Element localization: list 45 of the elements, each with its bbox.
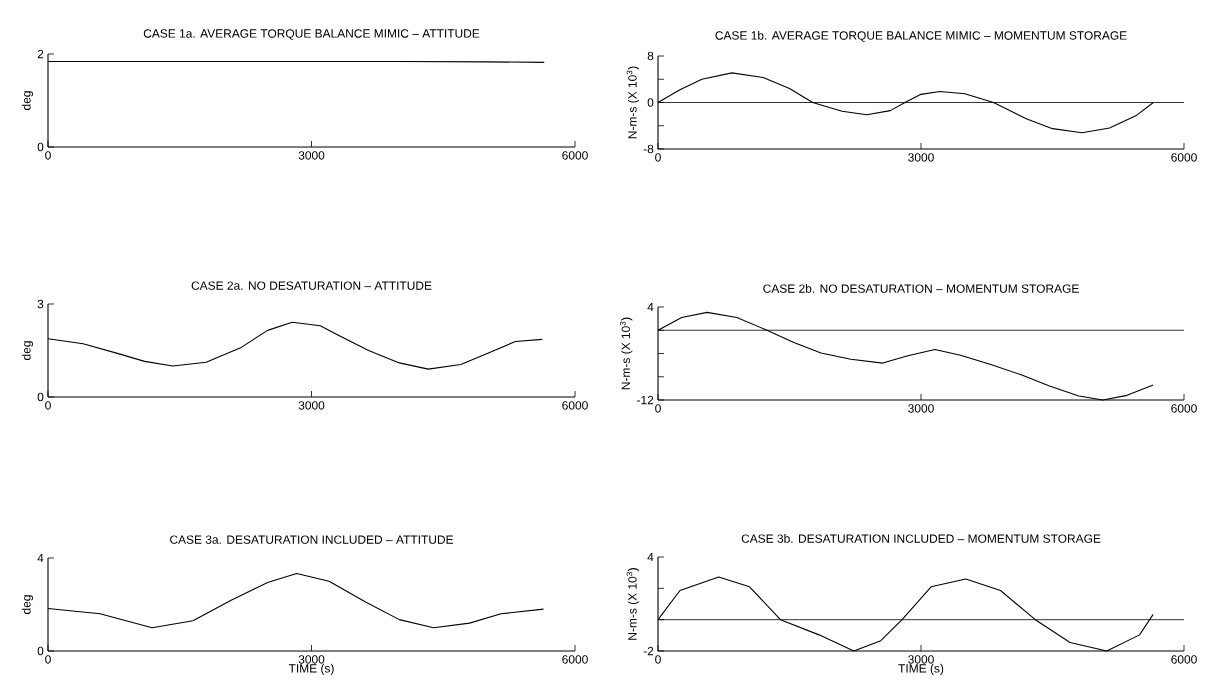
- chart-title: CASE 2a. NO DESATURATION – ATTITUDE: [191, 281, 432, 290]
- x-tick-label: 6000: [562, 401, 588, 410]
- y-tick-label: 0: [37, 142, 44, 152]
- y-axis-title: deg: [21, 91, 33, 110]
- x-tick-label: 3000: [298, 401, 325, 410]
- x-tick-label: 0: [45, 151, 51, 160]
- x-tick-label: 3000: [908, 655, 934, 664]
- y-tick-label: 2: [37, 49, 44, 59]
- y-tick-label: 4: [37, 553, 44, 563]
- y-tick-label: 8: [647, 51, 654, 61]
- x-tick-label: 6000: [1171, 153, 1197, 162]
- x-tick-label: 6000: [1171, 404, 1197, 413]
- chart-title: CASE 1b. AVERAGE TORQUE BALANCE MIMIC – MOMENTUM STORAGE: [715, 30, 1127, 42]
- y-tick-label: -12: [637, 395, 654, 405]
- y-tick-label: 4: [647, 552, 654, 562]
- x-tick-label: 0: [45, 401, 51, 410]
- y-axis-title: N-m-s (X 10$^{3}$): [626, 568, 640, 640]
- y-tick-label: -2: [643, 646, 654, 656]
- chart-title: CASE 2b. NO DESATURATION – MOMENTUM STORAGE: [763, 284, 1079, 293]
- y-tick-label: -8: [643, 144, 654, 154]
- y-tick-label: 4: [647, 302, 654, 312]
- chart-title: CASE 3b. DESATURATION INCLUDED – MOMENTUM STORAGE: [741, 534, 1101, 543]
- x-tick-label: 6000: [562, 655, 588, 664]
- y-axis-title: deg: [21, 595, 33, 614]
- x-axis-title: TIME (s): [898, 663, 944, 675]
- x-tick-label: 0: [655, 404, 661, 413]
- x-tick-label: 3000: [298, 151, 325, 160]
- x-tick-label: 0: [655, 655, 661, 664]
- y-axis-title: N-m-s (X 10$^{3}$): [620, 317, 633, 390]
- y-tick-label: 0: [647, 98, 654, 107]
- x-tick-label: 6000: [562, 151, 588, 160]
- y-axis-title: deg: [21, 341, 33, 360]
- x-tick-label: 0: [655, 153, 661, 162]
- y-tick-label: 0: [37, 392, 44, 402]
- y-axis-title: N-m-s (X 10$^{3}$): [626, 66, 640, 139]
- x-tick-label: 0: [45, 655, 51, 664]
- y-tick-label: 0: [37, 646, 44, 656]
- x-axis-title: TIME (s): [288, 663, 334, 675]
- x-tick-label: 3000: [908, 153, 934, 162]
- x-tick-label: 3000: [908, 404, 934, 413]
- x-tick-label: 3000: [298, 655, 325, 664]
- x-tick-label: 6000: [1171, 655, 1197, 664]
- chart-title: CASE 3a. DESATURATION INCLUDED – ATTITUDE: [170, 535, 454, 544]
- chart-title: CASE 1a. AVERAGE TORQUE BALANCE MIMIC – ATTITUDE: [143, 29, 480, 40]
- y-tick-label: 3: [37, 299, 44, 309]
